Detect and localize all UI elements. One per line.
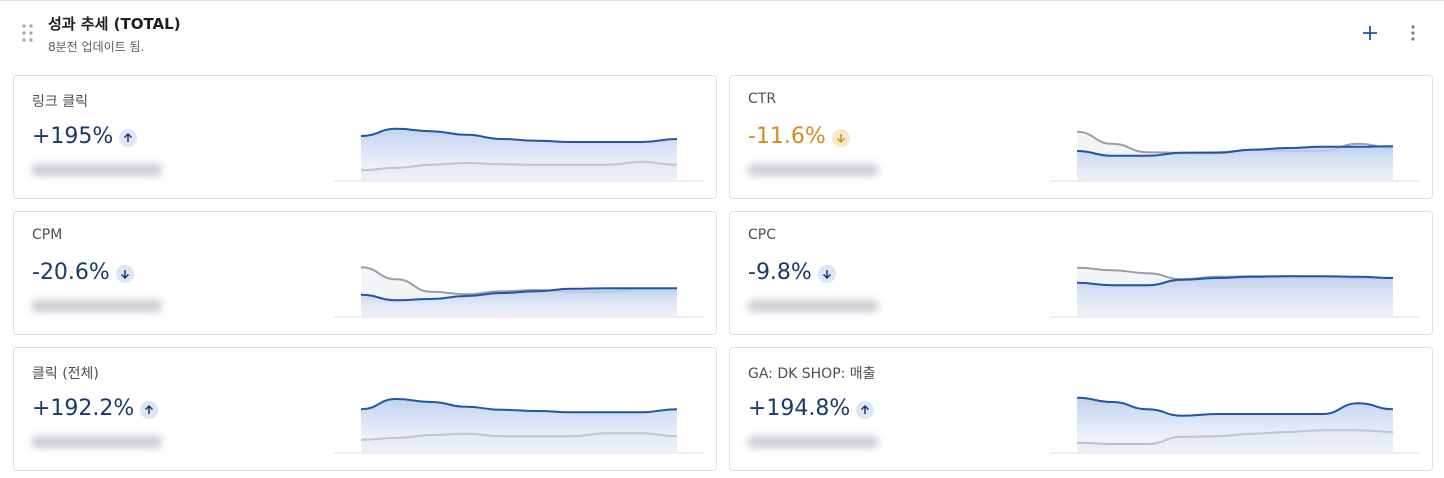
- blurred-text: [32, 300, 162, 312]
- metric-label: CPM: [32, 227, 63, 243]
- sparkline-line: [1076, 145, 1394, 157]
- add-button[interactable]: [1362, 25, 1378, 41]
- trend-arrow-icon: [124, 132, 133, 142]
- metric-change: -11.6%: [748, 124, 826, 149]
- metric-card: CTR -11.6%: [729, 75, 1433, 199]
- more-button[interactable]: [1408, 24, 1418, 42]
- arrow-path: [836, 134, 845, 144]
- trend-arrow-icon: [120, 270, 129, 280]
- sparkline: [334, 266, 704, 318]
- arrow-path: [861, 404, 870, 414]
- trend-arrow-icon: [145, 404, 154, 414]
- sparkline-line: [360, 287, 677, 302]
- metric-card: GA: DK SHOP: 매출 +194.8%: [729, 347, 1433, 471]
- sparkline-line: [360, 127, 678, 143]
- metric-label: CTR: [748, 91, 777, 107]
- arrow-path: [145, 404, 154, 414]
- widget-subtitle: 8분전 업데이트 됨.: [48, 40, 145, 54]
- trend-arrow: [817, 265, 836, 283]
- metric-change: +192.2%: [32, 396, 135, 421]
- metric-change: +194.8%: [748, 396, 851, 421]
- metric-card: 클릭 (전체) +192.2%: [13, 347, 717, 471]
- arrow-path: [120, 270, 129, 280]
- metric-card: 링크 클릭 +195%: [13, 75, 717, 199]
- trend-arrow-icon: [836, 134, 845, 144]
- metric-label: 클릭 (전체): [32, 366, 99, 382]
- metric-card: CPM -20.6%: [13, 211, 717, 335]
- sparkline: [334, 397, 704, 454]
- sparkline: [334, 127, 704, 182]
- arrow-path: [822, 270, 831, 280]
- sparkline-line: [1076, 396, 1394, 417]
- trend-arrow: [115, 265, 134, 283]
- metric-label: CPC: [748, 227, 776, 243]
- drag-handle[interactable]: [20, 23, 36, 43]
- blurred-text: [748, 300, 878, 312]
- blurred-text: [748, 436, 878, 448]
- sparkline: [1050, 396, 1420, 454]
- sparkline-area: [1077, 146, 1393, 181]
- blurred-text: [32, 436, 162, 448]
- trend-arrow-icon: [861, 404, 870, 414]
- sparkline: [1050, 266, 1420, 318]
- trend-arrow: [119, 129, 138, 147]
- sparkline-line: [1076, 275, 1394, 287]
- sparkline-area: [361, 288, 677, 317]
- sparkline-area: [1077, 397, 1393, 453]
- sparkline-line: [360, 397, 678, 414]
- widget-title: 성과 추세 (TOTAL): [48, 15, 181, 33]
- metric-change: -9.8%: [748, 260, 812, 285]
- trend-arrow-icon: [822, 270, 831, 280]
- metric-change: +195%: [32, 124, 114, 149]
- sparkline-area: [361, 128, 677, 181]
- sparkline: [1050, 130, 1420, 182]
- trend-arrow: [856, 401, 875, 419]
- metric-label: 링크 클릭: [32, 94, 88, 110]
- blurred-text: [748, 164, 878, 176]
- metric-card: CPC -9.8%: [729, 211, 1433, 335]
- sparkline-area: [361, 399, 677, 453]
- arrow-path: [124, 132, 133, 142]
- blurred-text: [32, 164, 162, 176]
- metric-label: GA: DK SHOP: 매출: [748, 366, 876, 382]
- metric-change: -20.6%: [32, 260, 110, 285]
- sparkline-area: [1077, 276, 1393, 317]
- trend-arrow: [140, 401, 159, 419]
- trend-arrow: [831, 129, 850, 147]
